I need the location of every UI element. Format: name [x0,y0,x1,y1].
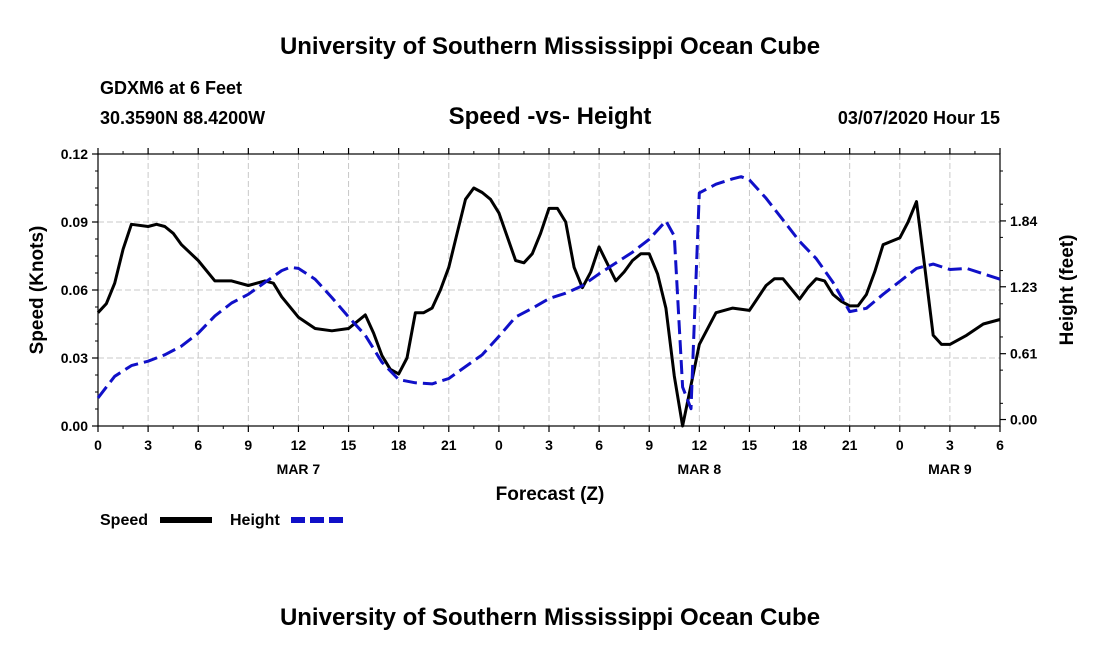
y-axis-label-right: Height (feet) [1057,235,1078,346]
x-tick-label: 21 [842,437,858,453]
grid [98,154,1000,426]
plot-frame [97,153,1001,427]
x-tick-label: 9 [244,437,252,453]
axis-labels: 0 3 6 9 12 15 18 21 0 3 6 9 12 15 18 21 0 3 6 MAR 7 MAR 8 MAR… [61,146,1038,477]
height-series-line [96,175,1001,411]
date-label: MAR 9 [928,461,972,477]
y-right-tick-label: 0.61 [1010,346,1037,362]
legend-speed-label: Speed [100,512,148,529]
y-axis-label-left: Speed (Knots) [27,226,48,355]
x-tick-label: 0 [495,437,503,453]
x-tick-label: 6 [194,437,202,453]
y-right-tick-label: 1.23 [1010,279,1037,295]
location-label: 30.3590N 88.4200W [100,108,265,128]
x-tick-label: 15 [341,437,357,453]
series-group [96,175,1001,428]
datetime-label: 03/07/2020 Hour 15 [838,108,1000,128]
x-axis-label: Forecast (Z) [496,484,605,505]
x-tick-label: 6 [595,437,603,453]
chart-title: Speed -vs- Height [449,103,652,130]
station-label: GDXM6 at 6 Feet [100,78,242,98]
x-tick-label: 3 [144,437,152,453]
x-tick-label: 18 [792,437,808,453]
y-left-tick-label: 0.03 [61,350,88,366]
page-title-top: University of Southern Mississippi Ocean… [280,33,820,60]
y-right-tick-label: 0.00 [1010,412,1037,428]
legend-height-label: Height [230,512,280,529]
x-tick-label: 15 [742,437,758,453]
x-tick-label: 3 [946,437,954,453]
y-left-tick-label: 0.12 [61,146,88,162]
x-tick-label: 0 [94,437,102,453]
x-tick-label: 12 [692,437,708,453]
date-label: MAR 8 [678,461,722,477]
x-tick-label: 9 [645,437,653,453]
x-tick-label: 18 [391,437,407,453]
y-right-tick-label: 1.84 [1010,213,1037,229]
y-left-tick-label: 0.09 [61,214,88,230]
date-label: MAR 7 [277,461,321,477]
x-tick-label: 6 [996,437,1004,453]
page-title-bottom: University of Southern Mississippi Ocean… [280,604,820,631]
y-left-tick-label: 0.00 [61,418,88,434]
x-tick-label: 21 [441,437,457,453]
x-tick-label: 3 [545,437,553,453]
x-tick-label: 0 [896,437,904,453]
y-left-tick-label: 0.06 [61,282,88,298]
x-tick-label: 12 [291,437,307,453]
